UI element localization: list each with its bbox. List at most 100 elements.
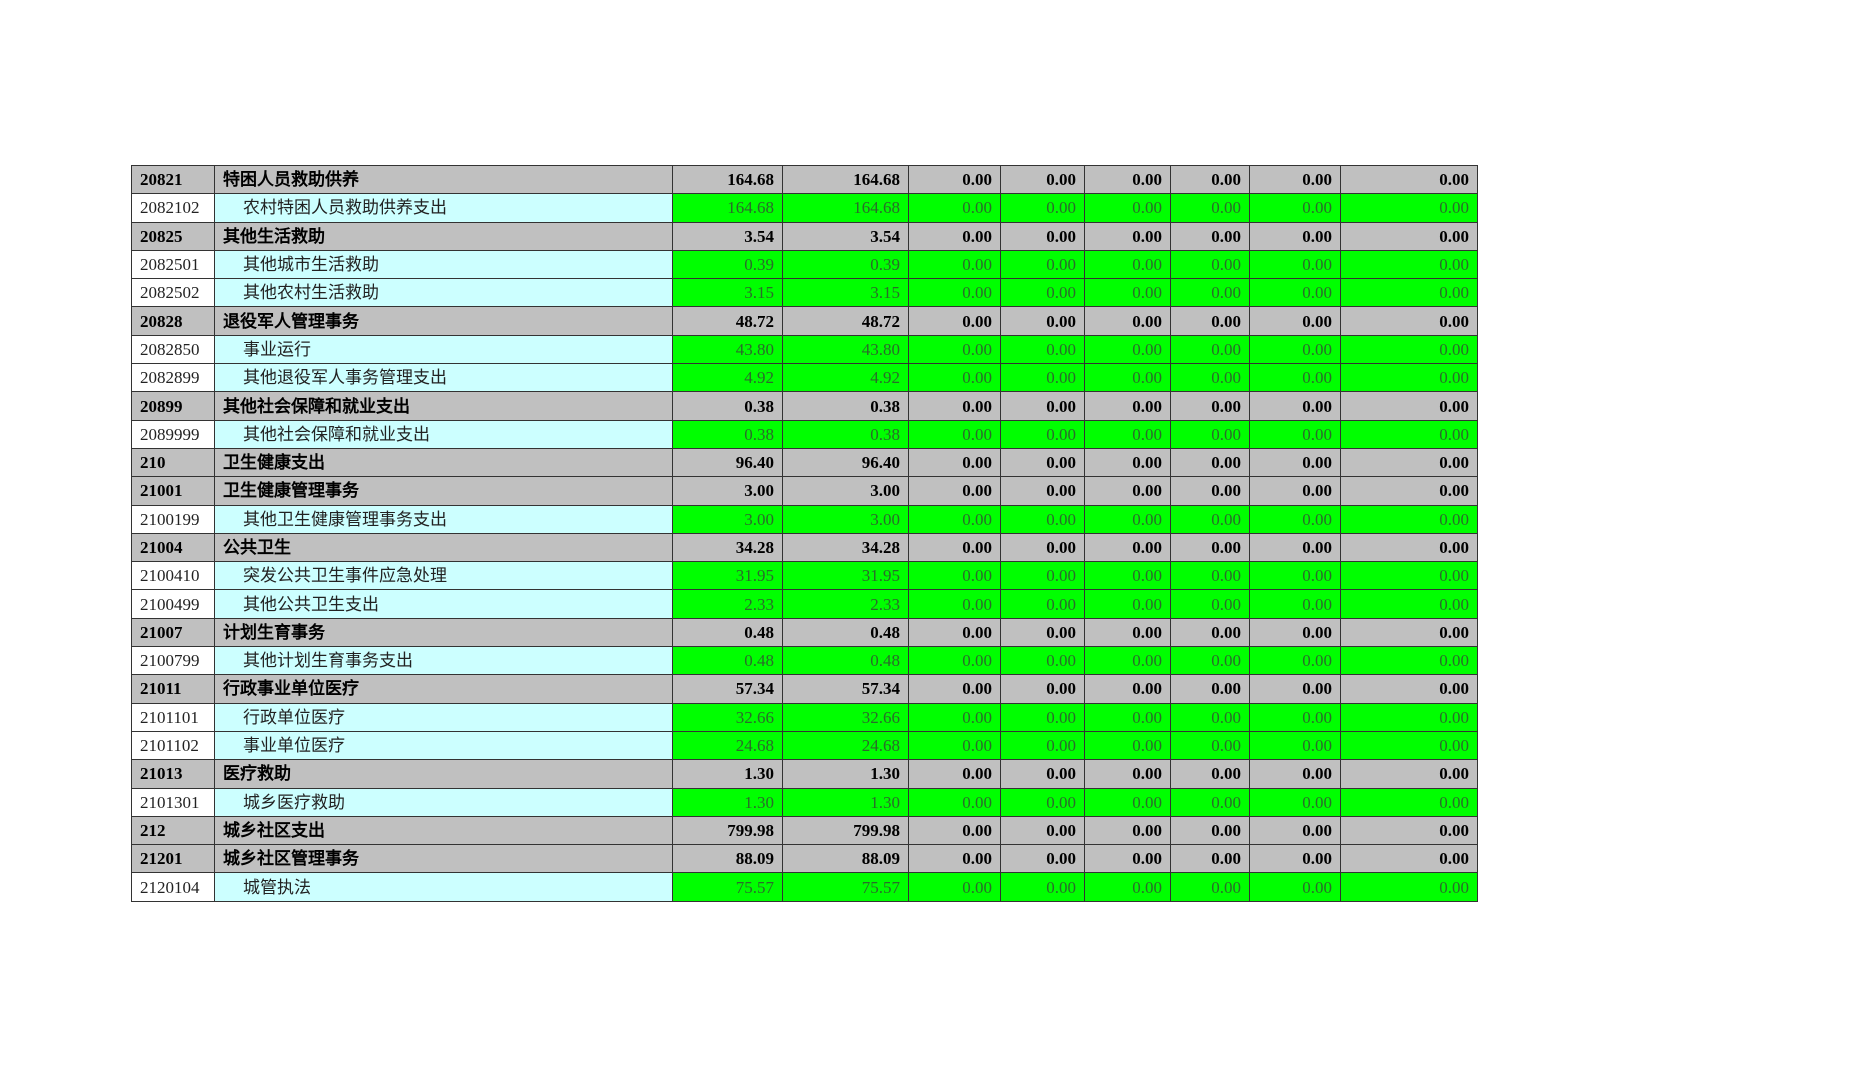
cell-value[interactable]: 164.68	[782, 164, 909, 195]
cell-value[interactable]: 0.00	[1340, 844, 1478, 874]
cell-value[interactable]: 4.92	[672, 363, 783, 393]
cell-value[interactable]: 0.00	[1084, 617, 1171, 648]
cell-value[interactable]: 0.00	[1084, 787, 1171, 817]
cell-value[interactable]: 88.09	[672, 844, 783, 874]
cell-name[interactable]: 其他社会保障和就业支出	[214, 419, 673, 449]
cell-value[interactable]: 0.00	[1170, 391, 1250, 421]
cell-value[interactable]: 0.48	[782, 646, 909, 676]
cell-value[interactable]: 0.00	[1170, 815, 1250, 846]
cell-name[interactable]: 事业运行	[214, 334, 673, 365]
cell-value[interactable]: 1.30	[672, 787, 783, 817]
cell-value[interactable]: 0.00	[1000, 589, 1085, 619]
cell-value[interactable]: 1.30	[782, 759, 909, 789]
cell-value[interactable]: 3.15	[672, 278, 783, 308]
cell-value[interactable]: 0.00	[908, 419, 1001, 449]
cell-value[interactable]: 0.00	[908, 221, 1001, 251]
cell-value[interactable]: 1.30	[782, 787, 909, 817]
cell-value[interactable]: 0.00	[908, 249, 1001, 280]
cell-name[interactable]: 行政事业单位医疗	[214, 674, 673, 704]
cell-value[interactable]: 0.00	[1000, 164, 1085, 195]
cell-value[interactable]: 0.00	[1249, 561, 1341, 591]
cell-code[interactable]: 210	[131, 447, 215, 478]
cell-value[interactable]: 0.00	[908, 193, 1001, 223]
cell-value[interactable]: 0.00	[908, 334, 1001, 365]
cell-value[interactable]: 96.40	[672, 447, 783, 478]
cell-value[interactable]: 0.00	[1340, 278, 1478, 308]
cell-value[interactable]: 0.00	[908, 363, 1001, 393]
cell-value[interactable]: 0.00	[1249, 815, 1341, 846]
cell-code[interactable]: 2082102	[131, 193, 215, 223]
cell-code[interactable]: 2100410	[131, 561, 215, 591]
cell-name[interactable]: 退役军人管理事务	[214, 306, 673, 336]
cell-value[interactable]: 0.00	[1000, 561, 1085, 591]
cell-value[interactable]: 0.00	[1170, 702, 1250, 732]
cell-value[interactable]: 3.00	[782, 476, 909, 506]
cell-value[interactable]: 0.00	[1084, 447, 1171, 478]
cell-code[interactable]: 2100199	[131, 504, 215, 534]
cell-value[interactable]: 0.00	[1170, 589, 1250, 619]
cell-value[interactable]: 0.00	[1249, 504, 1341, 534]
cell-value[interactable]: 0.00	[1340, 561, 1478, 591]
cell-value[interactable]: 0.00	[1340, 759, 1478, 789]
cell-code[interactable]: 21011	[131, 674, 215, 704]
cell-value[interactable]: 34.28	[672, 532, 783, 563]
cell-value[interactable]: 0.00	[1000, 306, 1085, 336]
cell-value[interactable]: 0.00	[1084, 419, 1171, 449]
cell-code[interactable]: 2100499	[131, 589, 215, 619]
cell-value[interactable]: 0.00	[1170, 278, 1250, 308]
cell-value[interactable]: 0.00	[1000, 702, 1085, 732]
cell-code[interactable]: 2082501	[131, 249, 215, 280]
cell-value[interactable]: 0.00	[1340, 674, 1478, 704]
cell-value[interactable]: 0.00	[1084, 674, 1171, 704]
cell-value[interactable]: 0.00	[908, 815, 1001, 846]
cell-value[interactable]: 0.00	[1170, 476, 1250, 506]
cell-value[interactable]: 0.00	[1084, 164, 1171, 195]
cell-value[interactable]: 0.00	[1340, 617, 1478, 648]
cell-value[interactable]: 1.30	[672, 759, 783, 789]
cell-value[interactable]: 0.00	[1249, 617, 1341, 648]
cell-value[interactable]: 57.34	[672, 674, 783, 704]
cell-value[interactable]: 0.00	[1249, 730, 1341, 761]
cell-value[interactable]: 0.00	[1170, 164, 1250, 195]
cell-value[interactable]: 0.00	[1000, 872, 1085, 902]
cell-value[interactable]: 0.00	[1084, 193, 1171, 223]
cell-value[interactable]: 3.00	[672, 476, 783, 506]
cell-value[interactable]: 0.00	[908, 674, 1001, 704]
cell-value[interactable]: 0.00	[1170, 419, 1250, 449]
cell-code[interactable]: 20899	[131, 391, 215, 421]
cell-value[interactable]: 0.00	[1340, 702, 1478, 732]
cell-value[interactable]: 164.68	[672, 164, 783, 195]
cell-value[interactable]: 0.00	[1000, 532, 1085, 563]
cell-code[interactable]: 20828	[131, 306, 215, 336]
cell-code[interactable]: 2082899	[131, 363, 215, 393]
cell-name[interactable]: 其他公共卫生支出	[214, 589, 673, 619]
cell-value[interactable]: 0.00	[1249, 646, 1341, 676]
cell-name[interactable]: 事业单位医疗	[214, 730, 673, 761]
cell-value[interactable]: 0.00	[908, 306, 1001, 336]
cell-value[interactable]: 0.00	[1249, 589, 1341, 619]
cell-value[interactable]: 0.38	[782, 419, 909, 449]
cell-value[interactable]: 0.00	[1084, 815, 1171, 846]
cell-value[interactable]: 0.00	[1340, 193, 1478, 223]
cell-value[interactable]: 0.00	[1170, 872, 1250, 902]
cell-code[interactable]: 21004	[131, 532, 215, 563]
cell-value[interactable]: 0.00	[1249, 391, 1341, 421]
cell-value[interactable]: 0.00	[1000, 787, 1085, 817]
cell-name[interactable]: 城管执法	[214, 872, 673, 902]
cell-value[interactable]: 0.00	[1340, 419, 1478, 449]
cell-value[interactable]: 0.00	[908, 561, 1001, 591]
cell-value[interactable]: 0.00	[1000, 249, 1085, 280]
cell-value[interactable]: 0.00	[1340, 532, 1478, 563]
cell-value[interactable]: 0.38	[672, 391, 783, 421]
cell-value[interactable]: 0.00	[1000, 363, 1085, 393]
cell-value[interactable]: 0.00	[1249, 476, 1341, 506]
cell-value[interactable]: 0.00	[1340, 872, 1478, 902]
cell-value[interactable]: 0.00	[1170, 787, 1250, 817]
cell-value[interactable]: 0.00	[1340, 221, 1478, 251]
cell-value[interactable]: 0.00	[1170, 334, 1250, 365]
cell-code[interactable]: 21201	[131, 844, 215, 874]
cell-name[interactable]: 城乡社区管理事务	[214, 844, 673, 874]
cell-name[interactable]: 医疗救助	[214, 759, 673, 789]
cell-value[interactable]: 0.00	[1084, 363, 1171, 393]
cell-value[interactable]: 0.00	[1084, 391, 1171, 421]
